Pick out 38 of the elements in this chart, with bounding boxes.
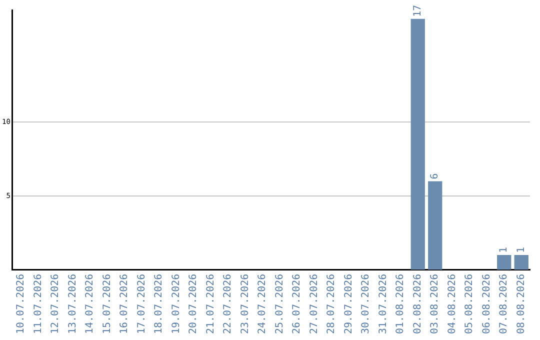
x-tick-label: 26.07.2026 (292, 274, 303, 334)
x-tick-label: 17.07.2026 (136, 274, 148, 334)
x-tick-label: 07.08.2026 (498, 274, 510, 334)
x-tick-label: 28.07.2026 (326, 274, 338, 334)
x-tick-label: 06.08.2026 (481, 274, 492, 334)
x-tick-label: 10.07.2026 (16, 274, 27, 334)
x-tick-label: 15.07.2026 (102, 274, 113, 334)
x-tick-label: 31.07.2026 (378, 274, 389, 334)
x-tick-label: 19.07.2026 (170, 274, 182, 334)
x-tick-label: 30.07.2026 (360, 274, 372, 334)
x-tick-label: 16.07.2026 (119, 274, 130, 334)
x-tick-label: 13.07.2026 (67, 274, 78, 334)
x-tick-label: 29.07.2026 (343, 274, 354, 334)
x-tick-label: 04.08.2026 (446, 274, 458, 334)
x-tick-label: 25.07.2026 (274, 274, 286, 334)
x-tick-label: 23.07.2026 (240, 274, 251, 334)
data-label: 1 (516, 247, 527, 254)
x-tick-label: 27.07.2026 (308, 274, 320, 334)
data-label: 1 (498, 247, 510, 254)
x-tick-label: 18.07.2026 (154, 274, 165, 334)
bar (428, 181, 442, 270)
x-tick-label: 12.07.2026 (50, 274, 62, 334)
x-tick-label: 01.08.2026 (395, 274, 406, 334)
x-tick-label: 22.07.2026 (222, 274, 234, 334)
data-label: 6 (430, 173, 441, 180)
bar (410, 18, 425, 270)
x-tick-label: 11.07.2026 (32, 274, 44, 334)
x-tick-label: 03.08.2026 (430, 274, 441, 334)
x-tick-label: 24.07.2026 (257, 274, 268, 334)
bar (497, 255, 512, 270)
x-tick-label: 02.08.2026 (412, 274, 424, 334)
x-tick-label: 05.08.2026 (464, 274, 476, 334)
x-tick-label: 21.07.2026 (205, 274, 216, 334)
x-tick-label: 20.07.2026 (188, 274, 200, 334)
x-tick-label: 14.07.2026 (84, 274, 96, 334)
data-label: 17 (412, 4, 424, 17)
bar (514, 255, 528, 270)
x-tick-label: 08.08.2026 (516, 274, 527, 334)
